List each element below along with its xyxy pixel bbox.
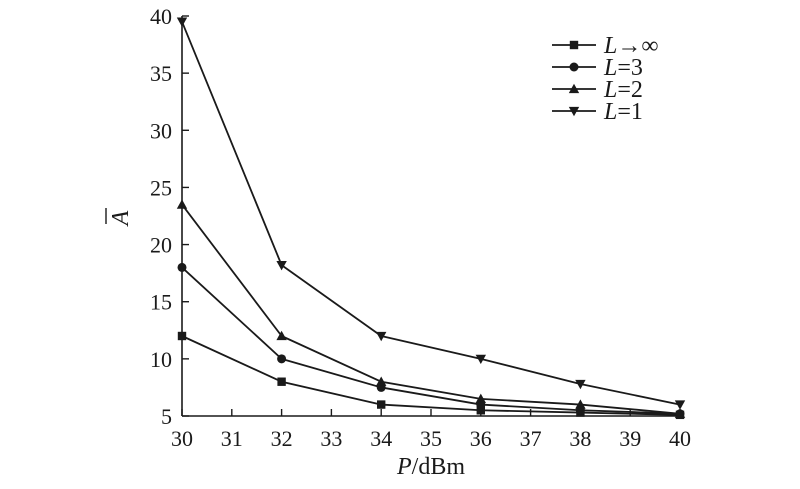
data-point-square <box>377 400 386 409</box>
y-tick-label: 20 <box>150 233 172 258</box>
y-axis-title: A <box>105 208 134 227</box>
data-point-triangle-down <box>674 400 686 410</box>
data-point-square <box>569 40 579 50</box>
data-point-triangle-down <box>575 379 586 390</box>
legend-item-3: L=2 <box>552 77 643 103</box>
y-tick-label: 10 <box>150 347 172 372</box>
x-axis-title-unit: /dBm <box>412 454 466 480</box>
y-tick-label: 35 <box>150 61 172 86</box>
data-point-triangle-up <box>568 83 580 94</box>
data-point-triangle-down <box>475 354 486 365</box>
data-point-triangle-up <box>575 399 586 409</box>
data-point-triangle-up <box>674 408 686 418</box>
x-tick-label: 37 <box>520 426 542 451</box>
x-tick-label: 40 <box>669 426 691 451</box>
data-point-triangle-up <box>276 330 287 341</box>
series-line <box>181 335 681 416</box>
x-tick-label: 34 <box>370 426 392 451</box>
legend-label: L=3 <box>603 55 643 81</box>
data-point-square <box>177 331 187 341</box>
legend-label: L=1 <box>603 99 643 125</box>
series-1 <box>177 331 685 420</box>
x-tick-label: 36 <box>470 426 492 451</box>
data-point-triangle-down <box>568 106 580 117</box>
y-tick-label: 30 <box>150 118 172 143</box>
y-axis-title-text: A <box>108 210 134 227</box>
data-point-square <box>476 406 485 415</box>
series-3 <box>176 199 686 418</box>
x-tick-label: 33 <box>320 426 342 451</box>
legend-label-var: L <box>603 33 617 59</box>
y-tick-label: 15 <box>150 290 172 315</box>
legend-item-4: L=1 <box>552 99 643 125</box>
legend-label-var: L <box>603 55 617 81</box>
series-4 <box>176 17 686 410</box>
legend-label-rest: →∞ <box>617 33 658 59</box>
legend-item-2: L=3 <box>552 55 643 81</box>
legend-label-rest: =2 <box>617 77 643 103</box>
legend: L→∞L=3L=2L=1 <box>552 33 658 125</box>
series-2 <box>177 262 685 419</box>
legend-label-var: L <box>603 99 617 125</box>
data-point-circle <box>569 62 579 72</box>
series-line <box>181 204 681 415</box>
legend-item-1: L→∞ <box>552 33 658 59</box>
data-point-triangle-down <box>376 331 387 342</box>
data-point-triangle-up <box>475 393 486 404</box>
x-tick-label: 32 <box>271 426 293 451</box>
series-line <box>181 21 681 406</box>
x-tick-label: 30 <box>171 426 193 451</box>
data-point-triangle-down <box>176 17 188 27</box>
data-point-triangle-up <box>376 376 387 386</box>
x-tick-label: 35 <box>420 426 442 451</box>
y-tick-label: 25 <box>150 175 172 200</box>
legend-label-var: L <box>603 77 617 103</box>
tick-marks: 30 31 32 33 34 35 36 37 38 39 40 5 10 15 20 25 30 35 40 <box>150 4 691 451</box>
legend-label-rest: =1 <box>617 99 643 125</box>
x-axis-title: P/dBm <box>396 454 465 480</box>
data-point-circle <box>277 354 287 364</box>
data-point-square <box>277 377 286 386</box>
x-tick-label: 39 <box>619 426 641 451</box>
x-tick-label: 31 <box>221 426 243 451</box>
y-tick-label: 40 <box>150 4 172 29</box>
x-tick-label: 38 <box>569 426 591 451</box>
series-lines <box>176 17 686 420</box>
legend-label: L→∞ <box>603 33 658 59</box>
series-line <box>181 266 681 415</box>
data-point-triangle-up <box>176 199 188 209</box>
data-point-circle <box>177 262 187 272</box>
y-tick-label: 5 <box>161 404 172 429</box>
legend-label-rest: =3 <box>617 55 643 81</box>
legend-label: L=2 <box>603 77 643 103</box>
x-axis-title-var: P <box>396 454 412 480</box>
data-point-triangle-down <box>276 260 287 271</box>
